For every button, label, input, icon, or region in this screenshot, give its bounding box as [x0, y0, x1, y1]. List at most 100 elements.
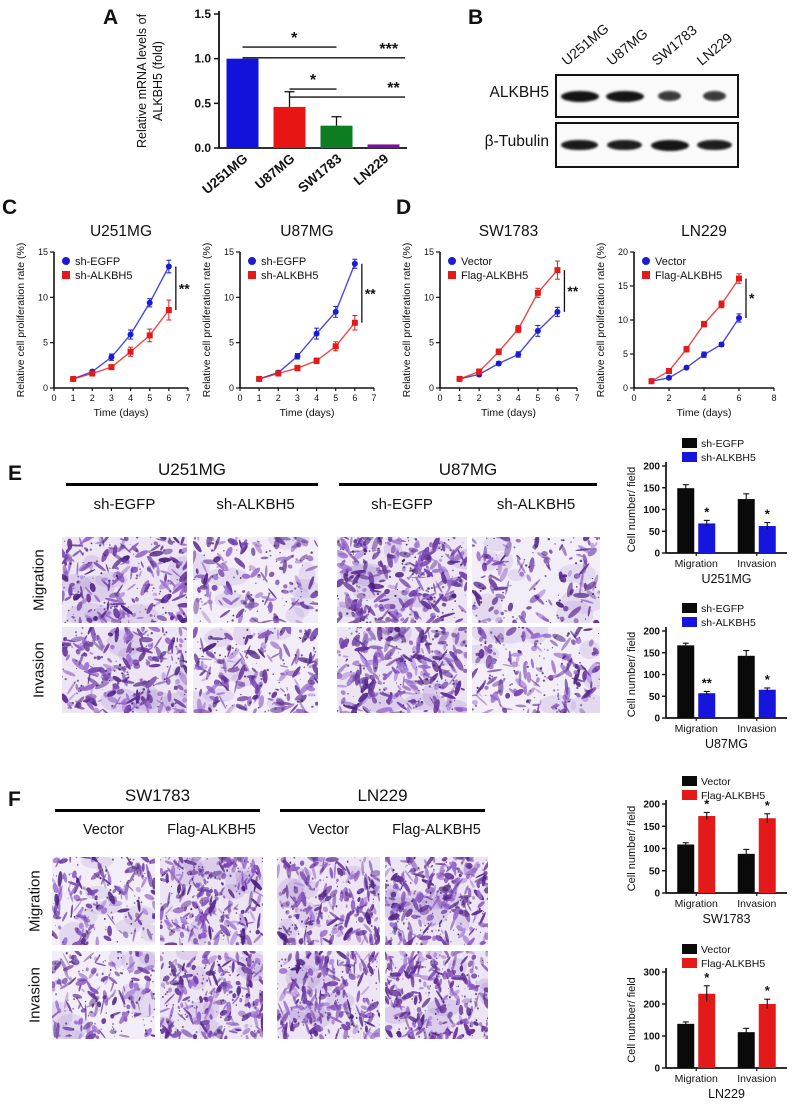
- svg-text:2: 2: [90, 393, 95, 403]
- svg-text:6: 6: [352, 393, 357, 403]
- blot-band: [702, 90, 727, 102]
- legend-Flag-ALKBH5: Flag-ALKBH5: [701, 790, 765, 802]
- panel-e-col-label-4: sh-ALKBH5: [496, 496, 576, 513]
- chart-title: SW1783: [479, 223, 538, 240]
- panel-f-label: F: [8, 788, 21, 811]
- svg-text:10: 10: [38, 292, 48, 302]
- panel-b-label: B: [468, 6, 484, 29]
- legend-Vector: Vector: [701, 776, 731, 788]
- micrograph-ln229-vector-invasion: [277, 951, 380, 1039]
- significance-stars: *: [765, 983, 771, 998]
- legend-Flag-ALKBH5: Flag-ALKBH5: [701, 958, 765, 970]
- panel-a-svg: Relative mRNA levels of ALKBH5 (fold) 0.0 0…: [135, 7, 407, 197]
- significance-stars: *: [704, 970, 710, 985]
- micrograph-u251mg-shegfp-invasion: [62, 627, 187, 713]
- micrograph-u251mg-shegfp-migration: [62, 537, 187, 623]
- svg-text:0: 0: [631, 393, 636, 403]
- micrograph-ln229-flag-migration: [385, 857, 488, 945]
- panel-f-col-label-3: Vector: [307, 822, 350, 838]
- legend-sh-EGFP: sh-EGFP: [75, 256, 120, 268]
- blot-band: [607, 139, 642, 151]
- bar-sh-EGFP-Migration: [677, 645, 695, 718]
- blot-band: [561, 139, 598, 151]
- bar-Vector-Migration: [677, 1023, 695, 1068]
- svg-text:Migration: Migration: [675, 723, 718, 735]
- panel-f-col-label-2: Flag-ALKBH5: [167, 822, 256, 838]
- svg-text:U87MG: U87MG: [252, 151, 297, 192]
- bar-Flag-ALKBH5-Migration: [698, 993, 716, 1068]
- svg-text:0: 0: [623, 383, 628, 393]
- svg-text:0: 0: [429, 383, 434, 393]
- svg-text:Invasion: Invasion: [737, 558, 776, 570]
- significance-stars: *: [291, 30, 298, 47]
- micrograph-sw1783-vector-migration: [52, 857, 155, 945]
- svg-text:0: 0: [237, 393, 242, 403]
- svg-text:0: 0: [43, 383, 48, 393]
- line-chart-u251mg: U251MG Relative cell proliferation rate (…: [14, 208, 204, 437]
- svg-text:200: 200: [643, 627, 660, 638]
- micrograph-svg: [160, 857, 263, 945]
- significance-stars: *: [310, 72, 317, 89]
- svg-text:5: 5: [333, 393, 338, 403]
- line-svg-U251MG: U251MG Relative cell proliferation rate (…: [15, 223, 191, 419]
- micrograph-svg: [52, 857, 155, 945]
- blot-band: [657, 90, 682, 102]
- legend-Vector: Vector: [701, 944, 731, 956]
- svg-text:0: 0: [51, 393, 56, 403]
- svg-text:100: 100: [643, 670, 660, 681]
- bar-sh-EGFP-Invasion: [737, 499, 755, 553]
- line-chart-u87mg: U87MG Relative cell proliferation rate (%…: [200, 208, 390, 437]
- significance-stars: *: [765, 507, 771, 522]
- svg-text:0: 0: [654, 714, 660, 725]
- svg-text:10: 10: [224, 292, 234, 302]
- bar-Flag-ALKBH5-Migration: [698, 816, 716, 893]
- y-axis-label: Relative cell proliferation rate (%): [401, 243, 413, 398]
- legend-sh-ALKBH5: sh-ALKBH5: [701, 452, 756, 464]
- panel-e-col-label-1: sh-EGFP: [93, 496, 156, 513]
- svg-text:15: 15: [38, 247, 48, 257]
- svg-text:15: 15: [618, 281, 628, 291]
- svg-text:Invasion: Invasion: [737, 723, 776, 735]
- legend-Flag-ALKBH5: Flag-ALKBH5: [655, 270, 722, 282]
- svg-text:2: 2: [477, 393, 482, 403]
- bar-chart-u87mg-cellnumber: sh-EGFP sh-ALKBH5 0 50 100 150 200 Cell number/…: [626, 597, 792, 757]
- significance-stars: **: [387, 80, 400, 97]
- micrograph-svg: [337, 627, 467, 713]
- svg-text:5: 5: [535, 393, 540, 403]
- svg-text:0: 0: [654, 549, 660, 560]
- legend-Flag-ALKBH5: Flag-ALKBH5: [461, 270, 528, 282]
- micrograph-svg: [277, 857, 380, 945]
- svg-text:1: 1: [457, 393, 462, 403]
- svg-text:U251MG: U251MG: [199, 151, 250, 197]
- svg-text:1: 1: [71, 393, 76, 403]
- svg-text:150: 150: [643, 648, 660, 659]
- series-line-Vector: [459, 311, 558, 380]
- blot-band: [650, 139, 689, 151]
- significance-stars: *: [704, 504, 710, 519]
- svg-text:5: 5: [43, 338, 48, 348]
- x-axis-label: Time (days): [93, 407, 148, 419]
- panel-e-group-title-u251mg: U251MG: [66, 460, 318, 486]
- svg-text:3: 3: [496, 393, 501, 403]
- x-axis-label: Time (days): [676, 407, 731, 419]
- svg-text:20: 20: [618, 247, 628, 257]
- svg-text:8: 8: [771, 393, 776, 403]
- y-axis-label: Cell number/ field: [626, 467, 638, 553]
- blot-band: [560, 90, 599, 102]
- micrograph-svg: [193, 537, 318, 623]
- significance-stars: *: [765, 798, 771, 813]
- svg-text:7: 7: [371, 393, 376, 403]
- micrograph-u87mg-shegfp-invasion: [337, 627, 467, 713]
- line-chart-sw1783: SW1783 Relative cell proliferation rate (…: [400, 208, 593, 437]
- y-axis-label-line2: ALKBH5 (fold): [151, 41, 165, 121]
- blot-band: [697, 139, 732, 151]
- svg-text:6: 6: [736, 393, 741, 403]
- micrograph-svg: [385, 951, 488, 1039]
- micrograph-svg: [277, 951, 380, 1039]
- significance-stars: *: [704, 796, 710, 811]
- bar-Flag-ALKBH5-Invasion: [758, 1004, 776, 1068]
- svg-text:LN229: LN229: [351, 151, 392, 189]
- chart-title: U251MG: [701, 572, 751, 586]
